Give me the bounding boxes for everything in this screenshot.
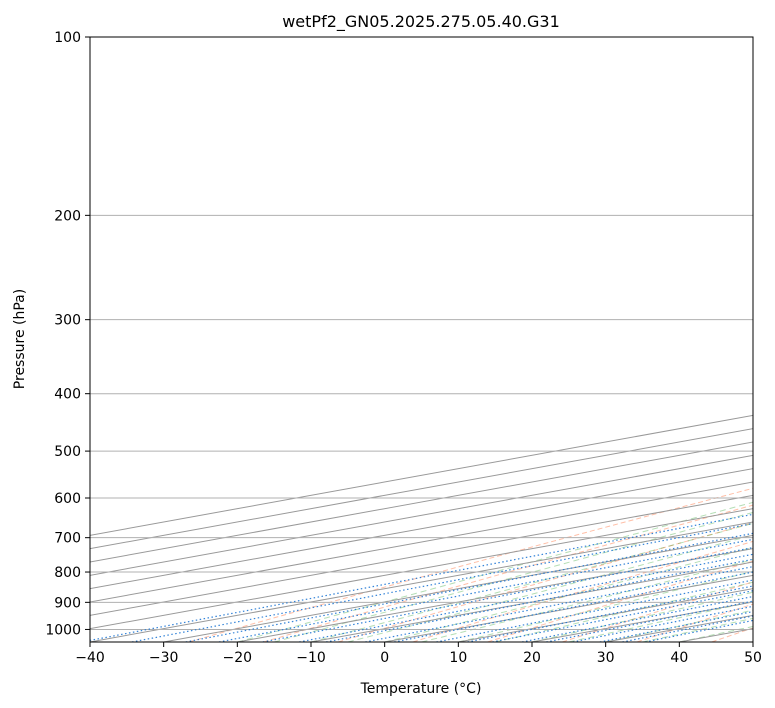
chart-title: wetPf2_GN05.2025.275.05.40.G31: [282, 12, 560, 32]
isotherm-line: [90, 414, 753, 536]
x-tick-label: 40: [670, 650, 688, 666]
mixing-ratio-line: [262, 546, 753, 642]
dry-adiabat-line: [188, 487, 753, 642]
x-tick-label: −10: [296, 650, 326, 666]
moist-adiabat-line: [310, 522, 753, 642]
x-tick-label: 50: [744, 650, 762, 666]
mixing-ratio-line: [492, 590, 753, 642]
isotherm-line: [163, 534, 753, 642]
dry-adiabat-line: [412, 540, 753, 642]
moist-adiabat-line: [531, 591, 753, 642]
y-tick-label: 800: [54, 565, 81, 581]
isotherm-line: [679, 628, 753, 642]
mixing-ratio-line: [299, 553, 753, 642]
x-axis-label: Temperature (°C): [360, 681, 482, 697]
mixing-ratio-line: [218, 538, 753, 642]
moist-adiabat-line: [274, 511, 753, 642]
y-tick-label: 1000: [45, 622, 81, 638]
dry-adiabat-line: [263, 504, 753, 642]
mixing-ratio-line: [622, 615, 753, 642]
dry-adiabat-line: [487, 560, 753, 642]
mixing-ratio-line: [546, 600, 753, 642]
x-tick-label: −40: [75, 650, 105, 666]
isotherm-line: [90, 468, 753, 590]
mixing-ratio-line: [467, 585, 753, 642]
x-tick-label: −30: [149, 650, 179, 666]
mixing-ratio-line: [521, 595, 753, 642]
y-tick-label: 400: [54, 387, 81, 403]
dry-adiabat-line: [338, 522, 753, 642]
y-tick-label: 200: [54, 208, 81, 224]
mixing-ratio-line: [572, 605, 753, 642]
dry-adiabat-line: [711, 627, 753, 642]
mixing-ratio-line: [131, 522, 753, 642]
isotherm-line: [605, 614, 753, 642]
isotherm-line: [90, 521, 753, 642]
background-lines: 0.10.20.40.611.52346810131620253036-100-…: [90, 37, 753, 658]
mixing-ratio-line: [599, 610, 753, 642]
y-tick-label: 500: [54, 444, 81, 460]
isotherm-line: [90, 481, 753, 603]
y-tick-label: 600: [54, 491, 81, 507]
isotherm-line: [90, 428, 753, 550]
x-tick-label: 20: [523, 650, 541, 666]
moist-adiabat-line: [679, 625, 753, 642]
moist-adiabat-line: [421, 559, 753, 642]
moist-adiabat-line: [384, 546, 753, 642]
moist-adiabat-line: [495, 581, 753, 642]
axes: −40 −30 −20 −10 0 10 20 30 40 50 100 200 300 400 500 60…: [45, 30, 762, 666]
y-tick-label: 900: [54, 595, 81, 611]
plot-frame: [89, 36, 754, 643]
x-tick-label: 30: [597, 650, 615, 666]
mixing-ratio-line: [394, 571, 753, 642]
moist-adiabat-line: [568, 600, 753, 642]
mixing-ratio-line: [365, 566, 753, 642]
y-tick-label: 700: [54, 531, 81, 547]
isotherm-line: [90, 441, 753, 563]
y-axis-label: Pressure (hPa): [12, 289, 28, 389]
x-tick-label: 10: [449, 650, 467, 666]
isotherm-line: [90, 508, 753, 630]
isotherm-line: [237, 548, 753, 642]
isotherm-label: 40: [638, 638, 658, 658]
mixing-ratio-line: [90, 513, 753, 642]
isotherm-line: [90, 494, 753, 616]
isotherm-line: [90, 454, 753, 576]
y-tick-label: 300: [54, 313, 81, 329]
mixing-ratio-line: [185, 532, 753, 642]
dry-adiabat-line: [562, 581, 753, 642]
isotherm-line: [458, 588, 753, 642]
y-tick-label: 100: [54, 30, 81, 46]
moist-adiabat-line: [237, 501, 753, 642]
x-tick-label: 0: [380, 650, 389, 666]
moist-adiabat-line: [458, 570, 753, 642]
x-tick-label: −20: [223, 650, 253, 666]
isotherm-line: [752, 641, 753, 642]
isotherm-line: [310, 561, 753, 642]
